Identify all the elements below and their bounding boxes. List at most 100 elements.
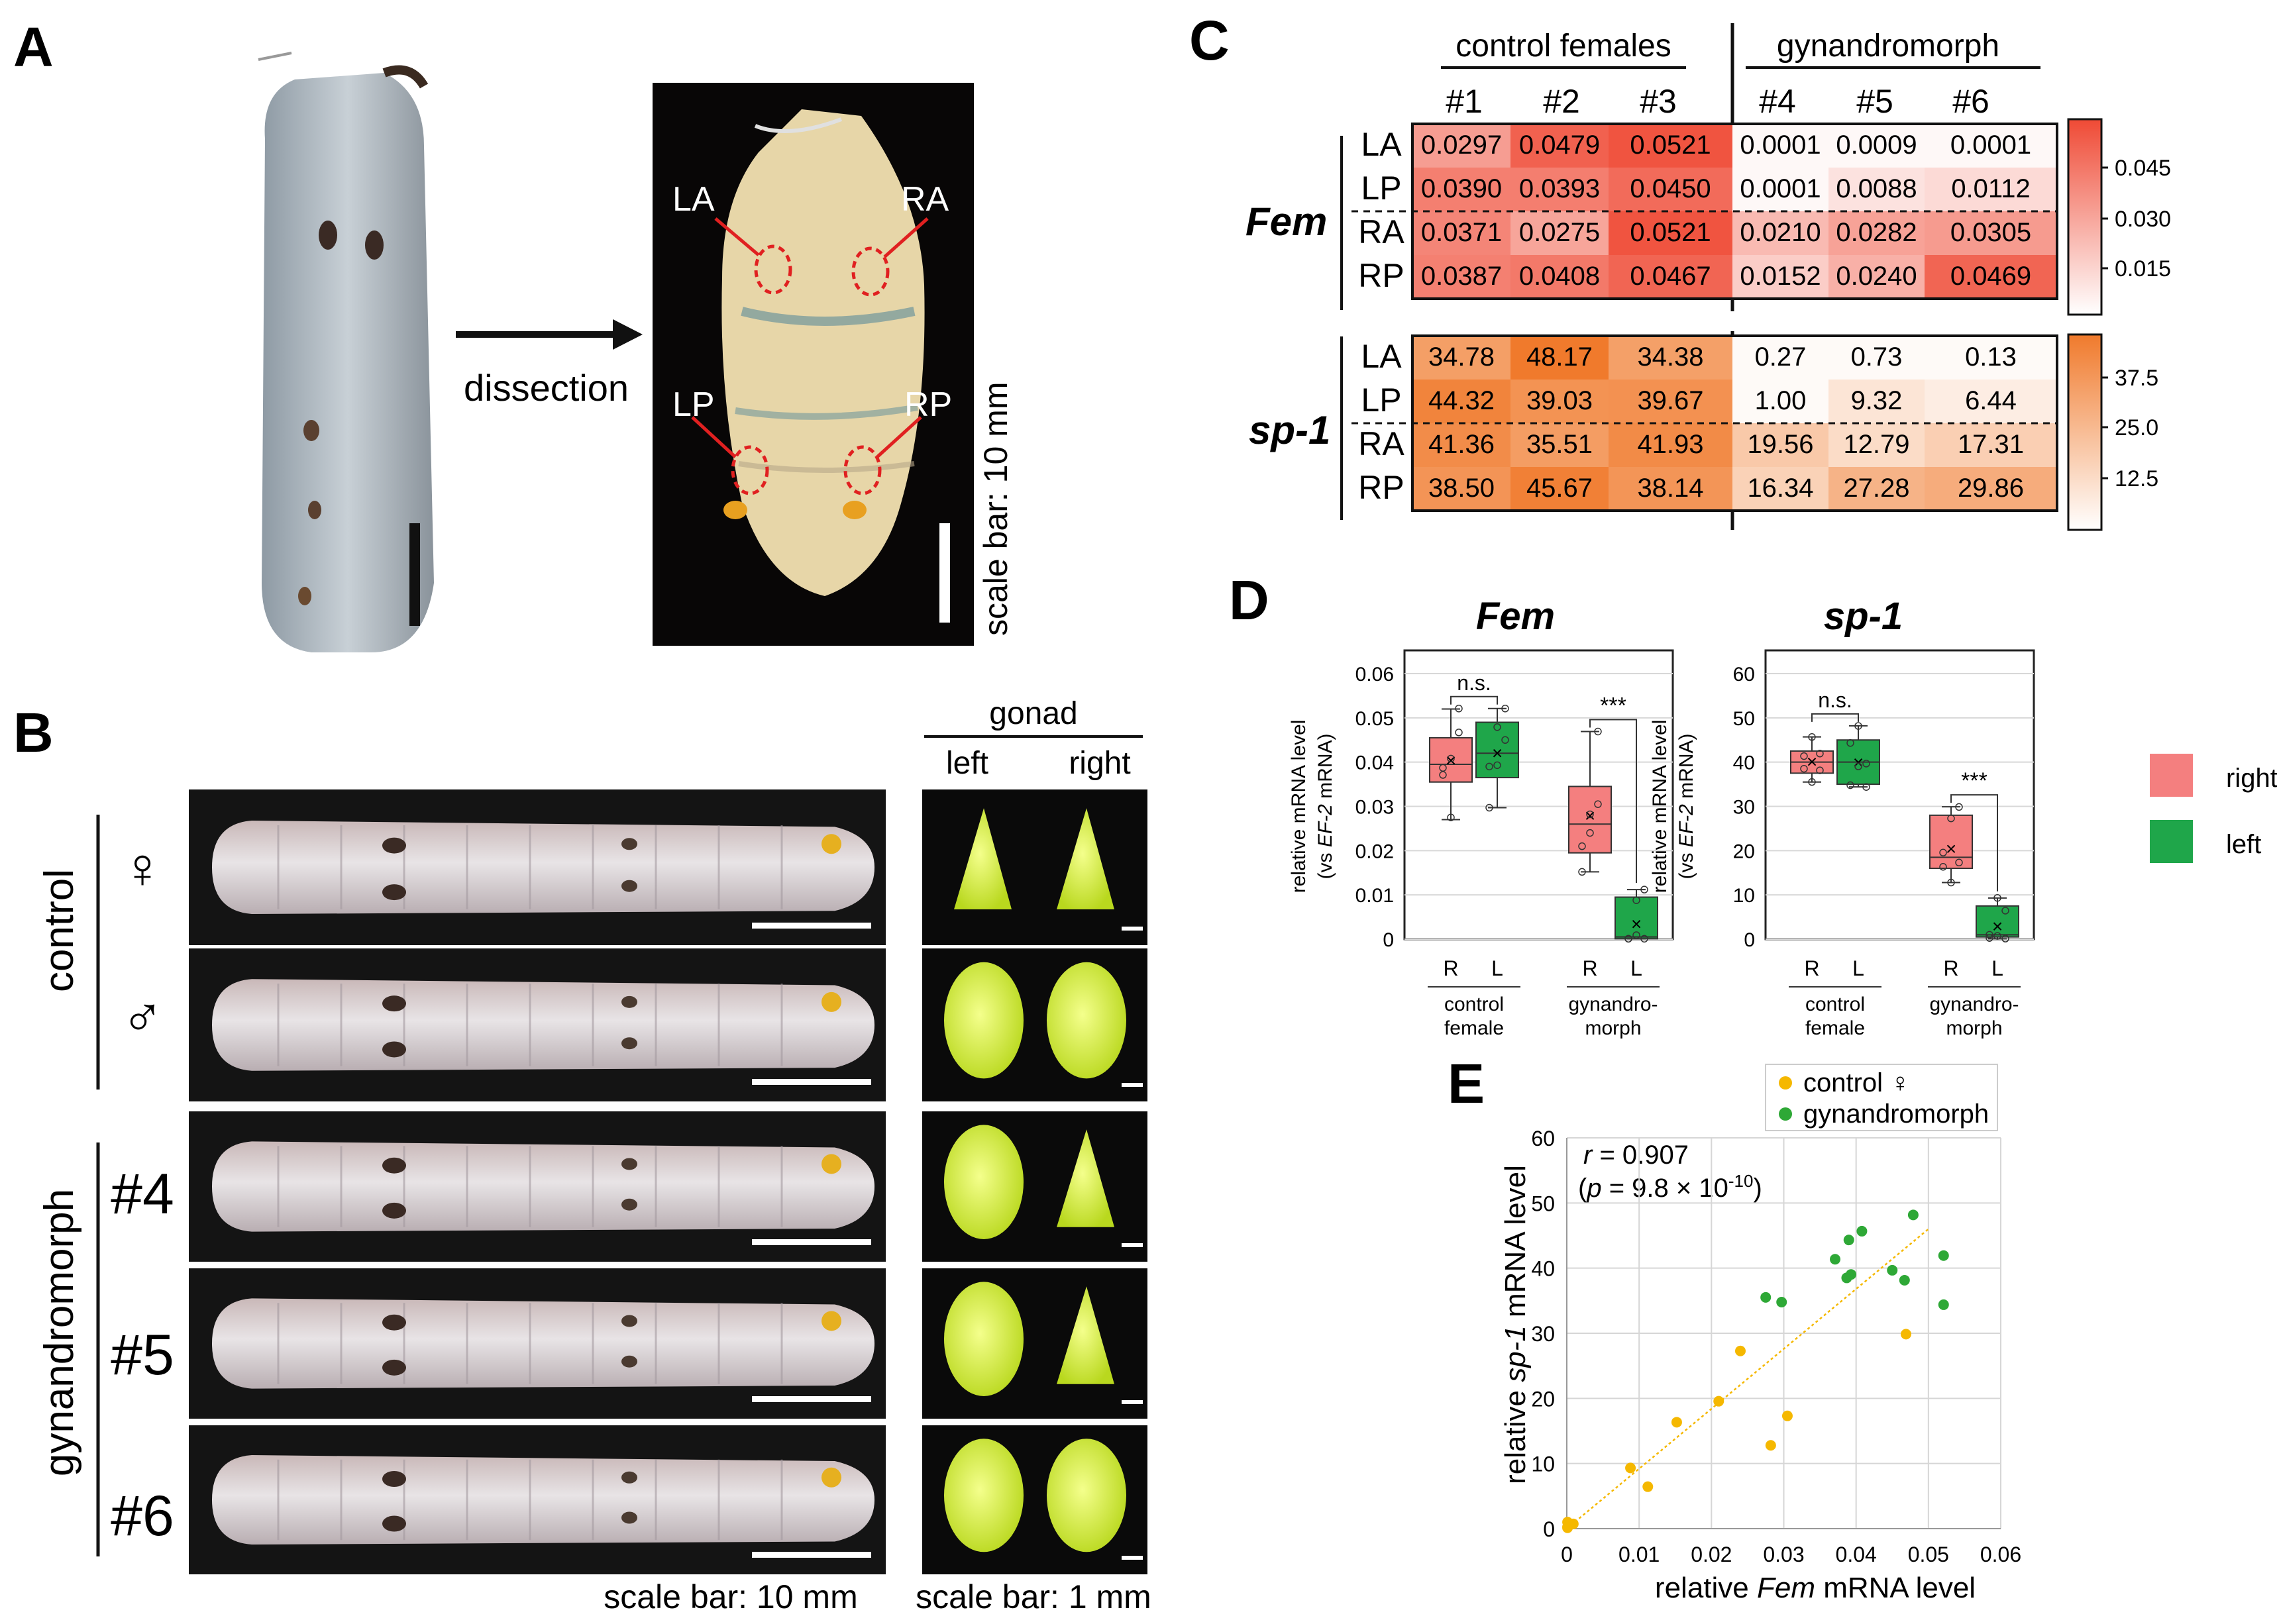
fem-heatmap-cell-value: 0.0009 <box>1836 130 1917 160</box>
sp1-heatmap-cell <box>1732 467 1828 511</box>
fem-heatmap-cell <box>1609 211 1732 255</box>
sp1-heatmap-cell <box>1510 380 1609 423</box>
sp1-scale-tick-label: 25.0 <box>2115 415 2158 440</box>
y-tick-label: 10 <box>1733 885 1755 907</box>
y-axis-label-d: relative mRNA level <box>1649 720 1671 893</box>
scatter-point-control <box>1765 1440 1776 1451</box>
gonad-ovary <box>944 1125 1024 1239</box>
gonad-markers <box>691 217 929 495</box>
panel-label-d: D <box>1229 569 1269 631</box>
sp1-heatmap-cell-value: 0.27 <box>1755 342 1807 372</box>
larva-tag <box>821 834 841 854</box>
scatter-point-gynandromorph <box>1899 1274 1910 1286</box>
significance-label: *** <box>1961 768 1987 793</box>
scatter-point-gynandromorph <box>1843 1235 1854 1246</box>
sp1-heatmap-cell <box>1609 380 1732 423</box>
scale-label-gonad: scale bar: 1 mm <box>916 1578 1151 1615</box>
row-label: LP <box>1361 170 1401 207</box>
box-point <box>1594 727 1602 736</box>
gynandromorph-label: gynandromorph <box>36 1189 82 1476</box>
legend-gyn-label: gynandromorph <box>1803 1099 1989 1129</box>
fem-heatmap-cell <box>1510 124 1609 168</box>
sp1-heatmap-cell <box>1510 467 1609 511</box>
box-point <box>1493 761 1501 770</box>
label-lp: LP <box>672 385 715 424</box>
larva-spot <box>621 880 637 892</box>
larva-scale-bar <box>752 1552 871 1558</box>
y-axis-label-e: relative sp-1 mRNA level <box>1499 1165 1532 1484</box>
sp1-heatmap-cell-value: 34.38 <box>1637 342 1703 372</box>
box-point <box>2001 935 2009 942</box>
sp1-heatmap-cell-value: 35.51 <box>1526 430 1593 459</box>
box-point <box>1993 932 2001 940</box>
larva-eyespot <box>382 1202 406 1219</box>
box-mean-marker: × <box>1992 916 2003 937</box>
sp1-heatmap-cell <box>1732 336 1828 380</box>
box-point <box>1447 754 1455 763</box>
fem-heatmap-cell <box>1828 211 1925 255</box>
y-axis-label-d2: (vs EF-2 mRNA) <box>1675 734 1697 880</box>
dissection-arrow <box>456 319 643 350</box>
sp1-heatmap-cell <box>1732 380 1828 423</box>
box-point <box>1955 803 1963 811</box>
larva-spot <box>621 1355 637 1368</box>
larva-spot <box>621 838 637 850</box>
sp1-heatmap-cell <box>1412 380 1510 423</box>
x-tick-label: 0.06 <box>1980 1543 2021 1566</box>
y-tick-label: 0.05 <box>1355 708 1394 730</box>
sp1-heatmap-cell-value: 38.14 <box>1637 474 1703 503</box>
box-point <box>1947 878 1955 887</box>
box-mean-marker: × <box>1631 914 1642 935</box>
fem-heatmap-cell-value: 0.0088 <box>1836 174 1917 203</box>
fem-scale-tick-label: 0.015 <box>2115 256 2171 281</box>
gonad-photo <box>922 789 1147 945</box>
id-6: #6 <box>111 1484 174 1548</box>
control-label: control <box>36 869 82 992</box>
fem-heatmap-cell <box>1510 255 1609 299</box>
sp1-heatmap-cell-value: 0.13 <box>1965 342 2017 372</box>
gonad-left-label: left <box>946 746 988 781</box>
legend-left-label: left <box>2226 830 2261 859</box>
scatter-point-control <box>1781 1410 1793 1421</box>
row-label: RP <box>1358 257 1404 294</box>
box-point <box>1632 931 1640 939</box>
fem-heatmap-cell <box>1925 168 2057 211</box>
gonad-scale-bar <box>1122 927 1143 931</box>
panel-label-c: C <box>1189 9 1230 72</box>
fem-heatmap-cell <box>1732 124 1828 168</box>
fem-heatmap-cell-value: 0.0152 <box>1740 262 1821 291</box>
gonad-scale-bar <box>1122 1400 1143 1404</box>
box-point <box>1501 705 1509 713</box>
larva-eyespot <box>382 837 406 854</box>
gonad-testis <box>1057 1129 1114 1227</box>
x-axis-label-e: relative Fem mRNA level <box>1655 1572 1976 1604</box>
fem-heatmap-cell-value: 0.0001 <box>1740 130 1821 160</box>
sp1-heatmap-cell-value: 27.28 <box>1843 474 1909 503</box>
larva-photos <box>189 789 886 1574</box>
column-header: #1 <box>1446 83 1483 120</box>
group-label: control <box>1805 993 1865 1015</box>
sp1-heatmap-cell-value: 44.32 <box>1428 386 1495 415</box>
significance-label: *** <box>1600 693 1626 719</box>
gonad-ovary <box>1047 1439 1126 1552</box>
larva-spot <box>621 995 637 1008</box>
sp1-heatmap-cell-value: 41.93 <box>1637 430 1703 459</box>
larva-tag <box>821 1311 841 1331</box>
larva-scale-bar <box>752 1396 871 1402</box>
group-control-females: control females <box>1456 28 1671 64</box>
fem-heatmap-cell <box>1510 168 1609 211</box>
gene-label-fem: Fem <box>1245 199 1327 244</box>
box-point <box>1640 935 1648 943</box>
row-label: LP <box>1361 381 1401 419</box>
scatter-point-gynandromorph <box>1841 1272 1852 1284</box>
panel-d: right left Fem 0 0.01 0.02 0.03 0.04 0.05 0.06 r… <box>1288 595 2277 1039</box>
sp1-heatmap-cell <box>1828 467 1925 511</box>
larva-spot <box>621 1037 637 1050</box>
sp1-heatmap-cell-value: 16.34 <box>1747 474 1813 503</box>
scale-bar-a <box>939 523 950 623</box>
box-point <box>1501 736 1509 744</box>
box-point <box>1800 764 1808 773</box>
box-mean-marker: × <box>1807 751 1817 772</box>
fem-heatmap-cell-value: 0.0297 <box>1421 130 1502 160</box>
column-header: #5 <box>1856 83 1893 120</box>
